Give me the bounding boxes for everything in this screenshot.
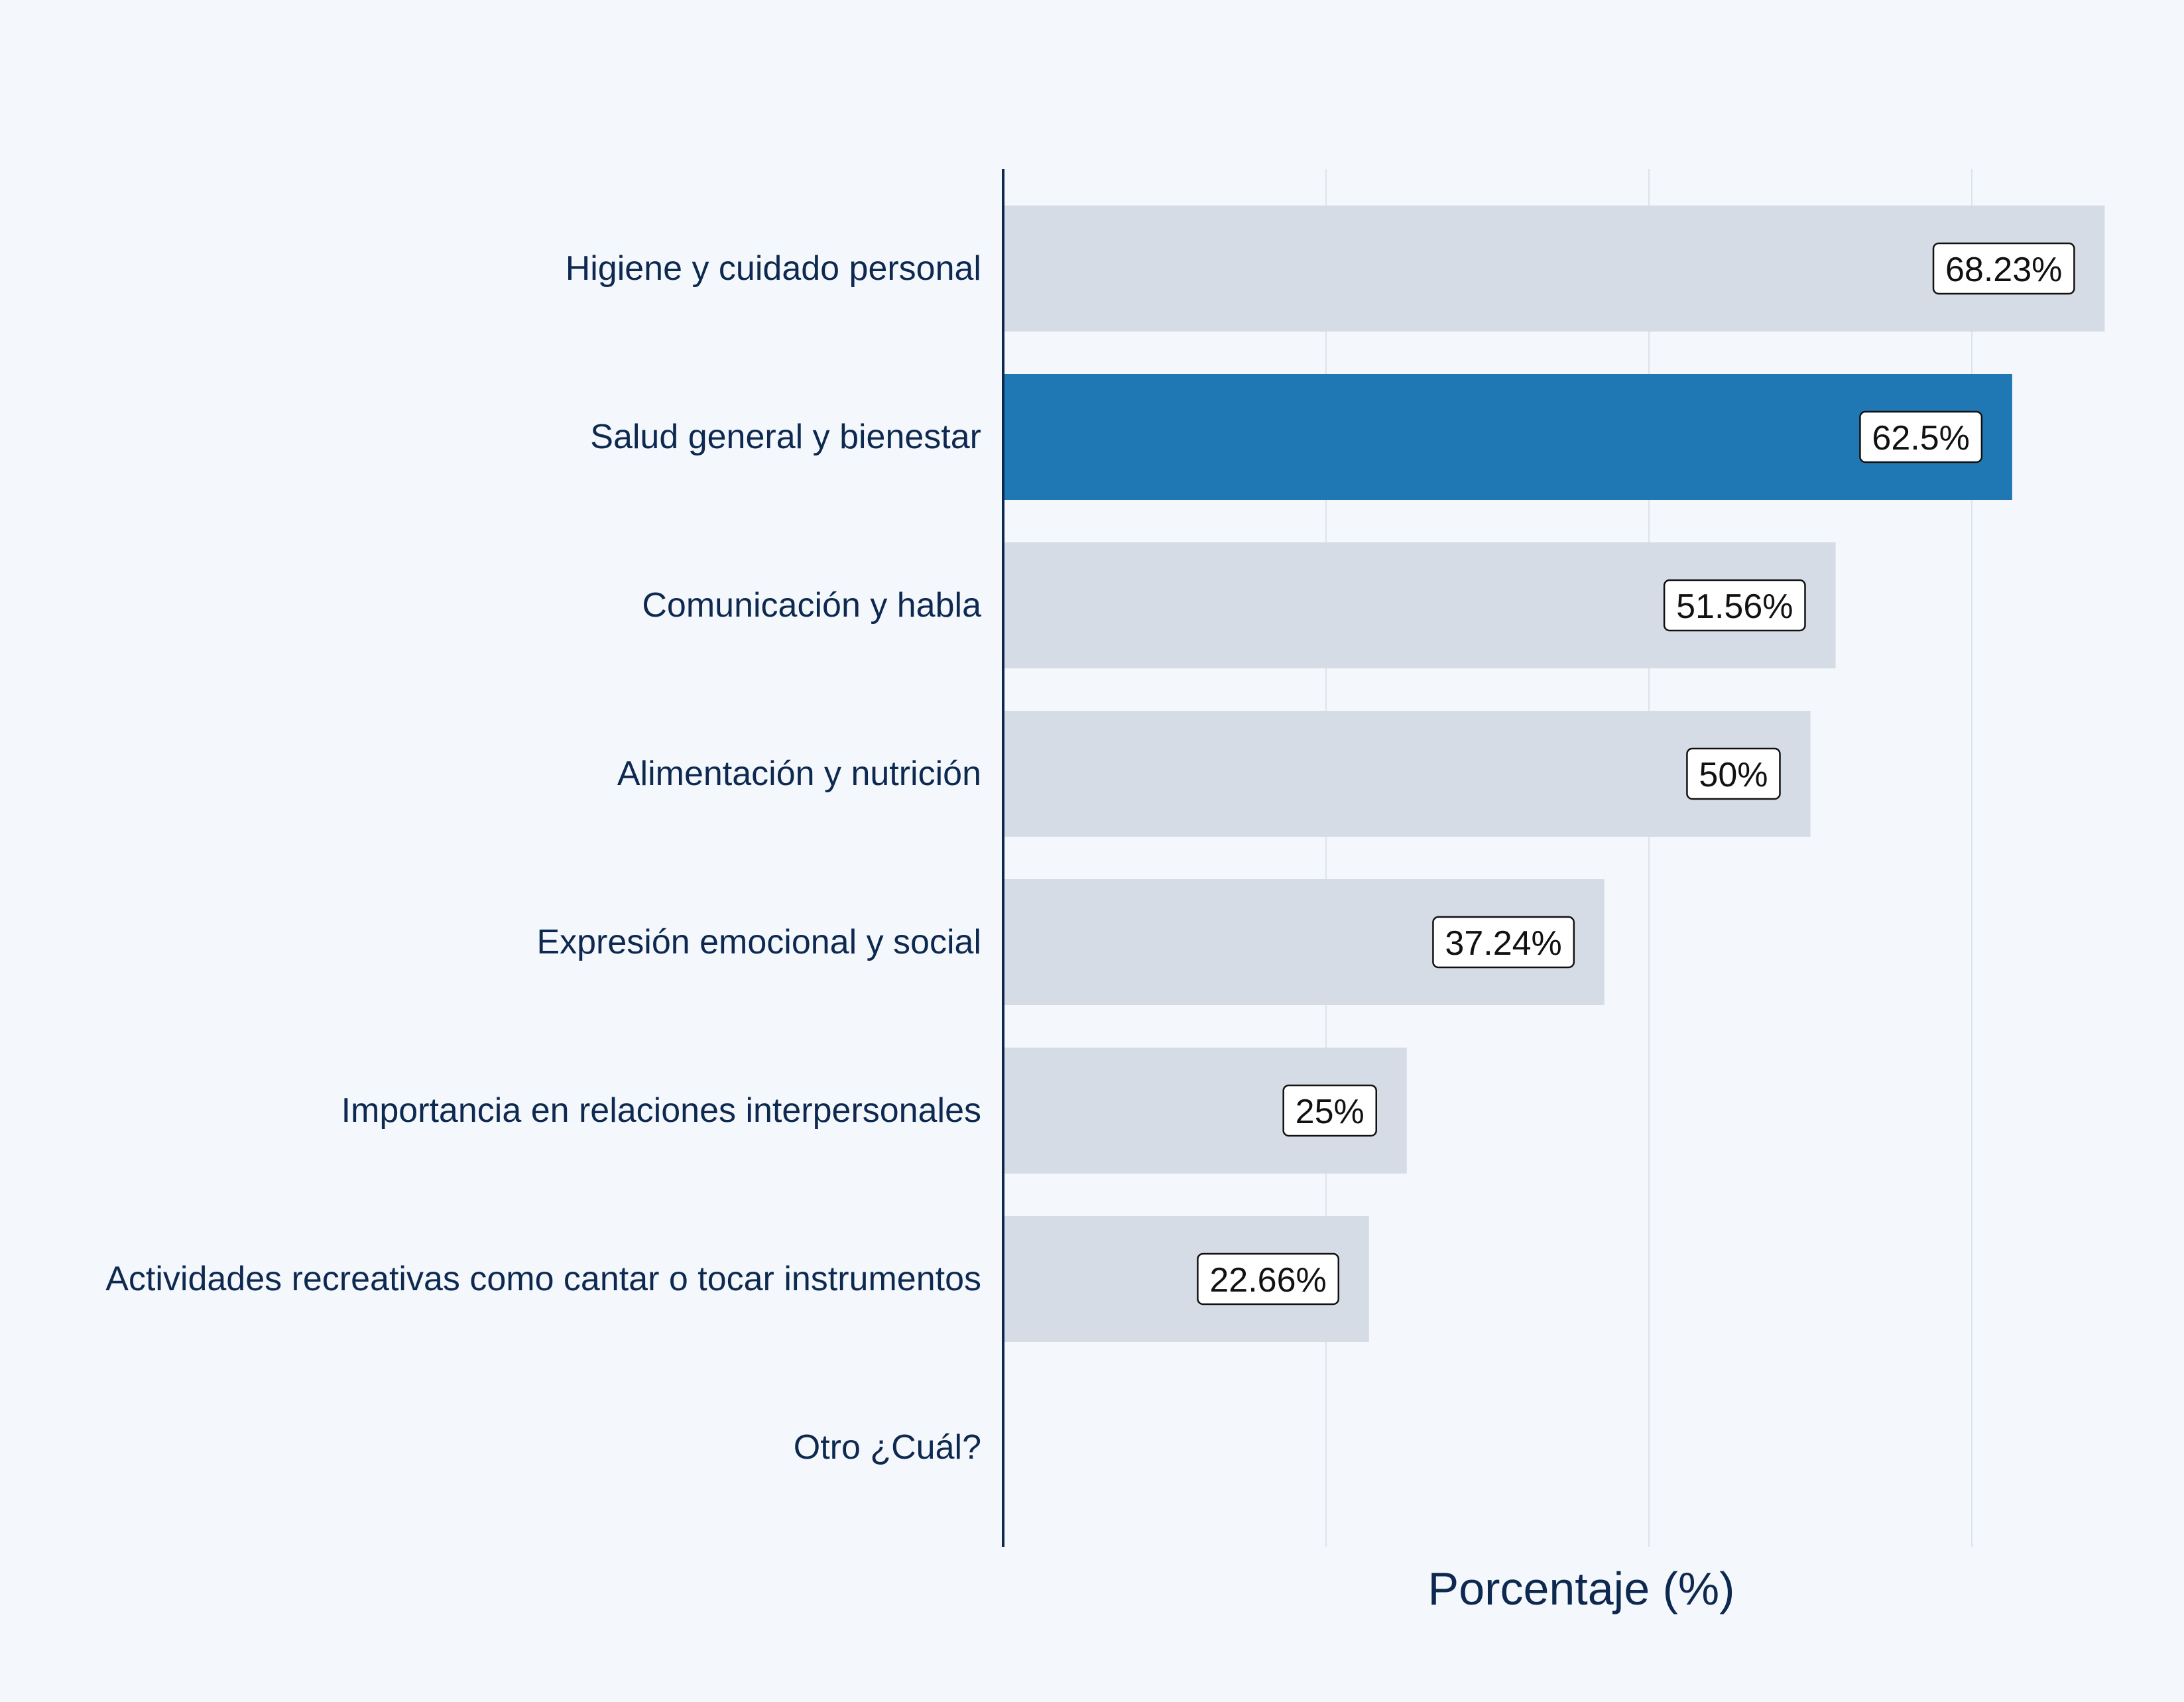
category-label-2: Comunicación y habla [642, 586, 981, 625]
data-label-box-6 [1197, 1252, 1340, 1306]
category-label-0: Higiene y cuidado personal [566, 249, 981, 288]
data-label-box-5 [1282, 1084, 1377, 1137]
data-label-text-4: 37.24% [1445, 924, 1561, 963]
data-label-box-2 [1663, 579, 1806, 632]
data-label-text-6: 22.66% [1209, 1261, 1326, 1300]
category-label-7: Otro ¿Cuál? [794, 1428, 981, 1467]
bars [1003, 206, 2105, 1342]
data-label-box-1 [1859, 410, 1983, 463]
data-label-box-4 [1432, 916, 1575, 969]
data-label-text-5: 25% [1296, 1093, 1365, 1131]
bar-0 [1003, 206, 2105, 332]
data-labels: 68.23% 62.5% 51.56% 50% 37.24% 25% 22.66% [1197, 242, 2075, 1306]
data-label-6: 22.66% [1197, 1252, 1340, 1306]
data-label-text-3: 50% [1699, 756, 1768, 794]
category-label-5: Importancia en relaciones interpersonale… [341, 1091, 981, 1130]
data-label-text-0: 68.23% [1945, 251, 2062, 289]
category-label-3: Alimentación y nutrición [617, 755, 981, 793]
data-label-1: 62.5% [1859, 410, 1983, 463]
data-label-0: 68.23% [1932, 242, 2075, 295]
data-label-box-3 [1686, 747, 1781, 800]
category-label-1: Salud general y bienestar [590, 418, 981, 456]
data-label-2: 51.56% [1663, 579, 1806, 632]
data-label-text-2: 51.56% [1676, 587, 1793, 626]
category-labels: Higiene y cuidado personal Salud general … [105, 249, 981, 1467]
data-label-text-1: 62.5% [1872, 419, 1969, 457]
bar-3 [1003, 711, 1811, 837]
data-label-box-0 [1932, 242, 2075, 295]
bar-1 [1003, 374, 2012, 500]
category-label-6: Actividades recreativas como cantar o to… [105, 1260, 981, 1298]
data-label-5: 25% [1282, 1084, 1377, 1137]
x-axis-title: Porcentaje (%) [1428, 1563, 1735, 1614]
data-label-3: 50% [1686, 747, 1781, 800]
category-label-4: Expresión emocional y social [536, 923, 981, 961]
data-label-4: 37.24% [1432, 916, 1575, 969]
